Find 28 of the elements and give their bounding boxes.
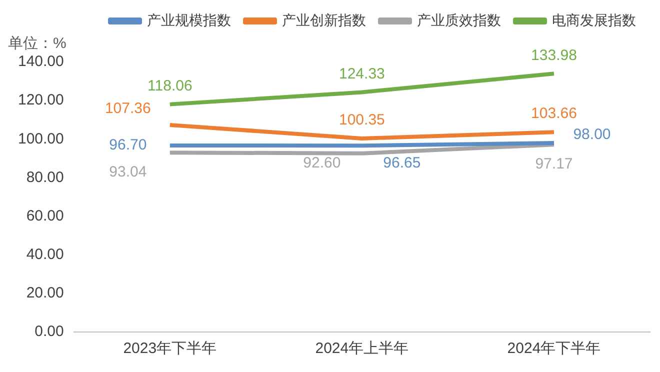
legend-label: 电商发展指数 [552, 12, 636, 28]
data-label: 100.35 [338, 112, 385, 129]
data-label: 98.00 [573, 126, 611, 144]
y-tick-label: 80.00 [26, 168, 64, 186]
y-tick-label: 100.00 [18, 130, 64, 148]
legend-label: 产业质效指数 [417, 12, 501, 28]
y-tick-label: 20.00 [26, 284, 64, 302]
data-label: 96.70 [109, 136, 147, 154]
x-tick-label: 2023年下半年 [123, 340, 217, 358]
y-tick-label: 40.00 [26, 246, 64, 263]
x-tick-label: 2024年上半年 [315, 340, 409, 358]
data-label: 96.65 [383, 154, 421, 172]
x-tick-label: 2024年下半年 [507, 340, 601, 358]
data-label: 93.04 [109, 164, 147, 181]
y-tick-label: 0.00 [34, 323, 64, 340]
legend-label: 产业创新指数 [282, 12, 366, 28]
data-label: 124.33 [338, 65, 385, 82]
y-tick-label: 140.00 [18, 53, 64, 70]
data-label: 107.36 [104, 100, 151, 118]
data-label: 118.06 [148, 77, 192, 94]
legend-label: 产业规模指数 [147, 12, 231, 28]
data-label: 97.17 [535, 156, 573, 173]
y-tick-label: 120.00 [18, 92, 64, 109]
data-label: 92.60 [303, 154, 341, 172]
y-axis-title: 单位：% [8, 35, 66, 52]
y-tick-label: 60.00 [26, 207, 64, 224]
data-label: 103.66 [531, 105, 577, 122]
data-label: 133.98 [531, 46, 577, 64]
